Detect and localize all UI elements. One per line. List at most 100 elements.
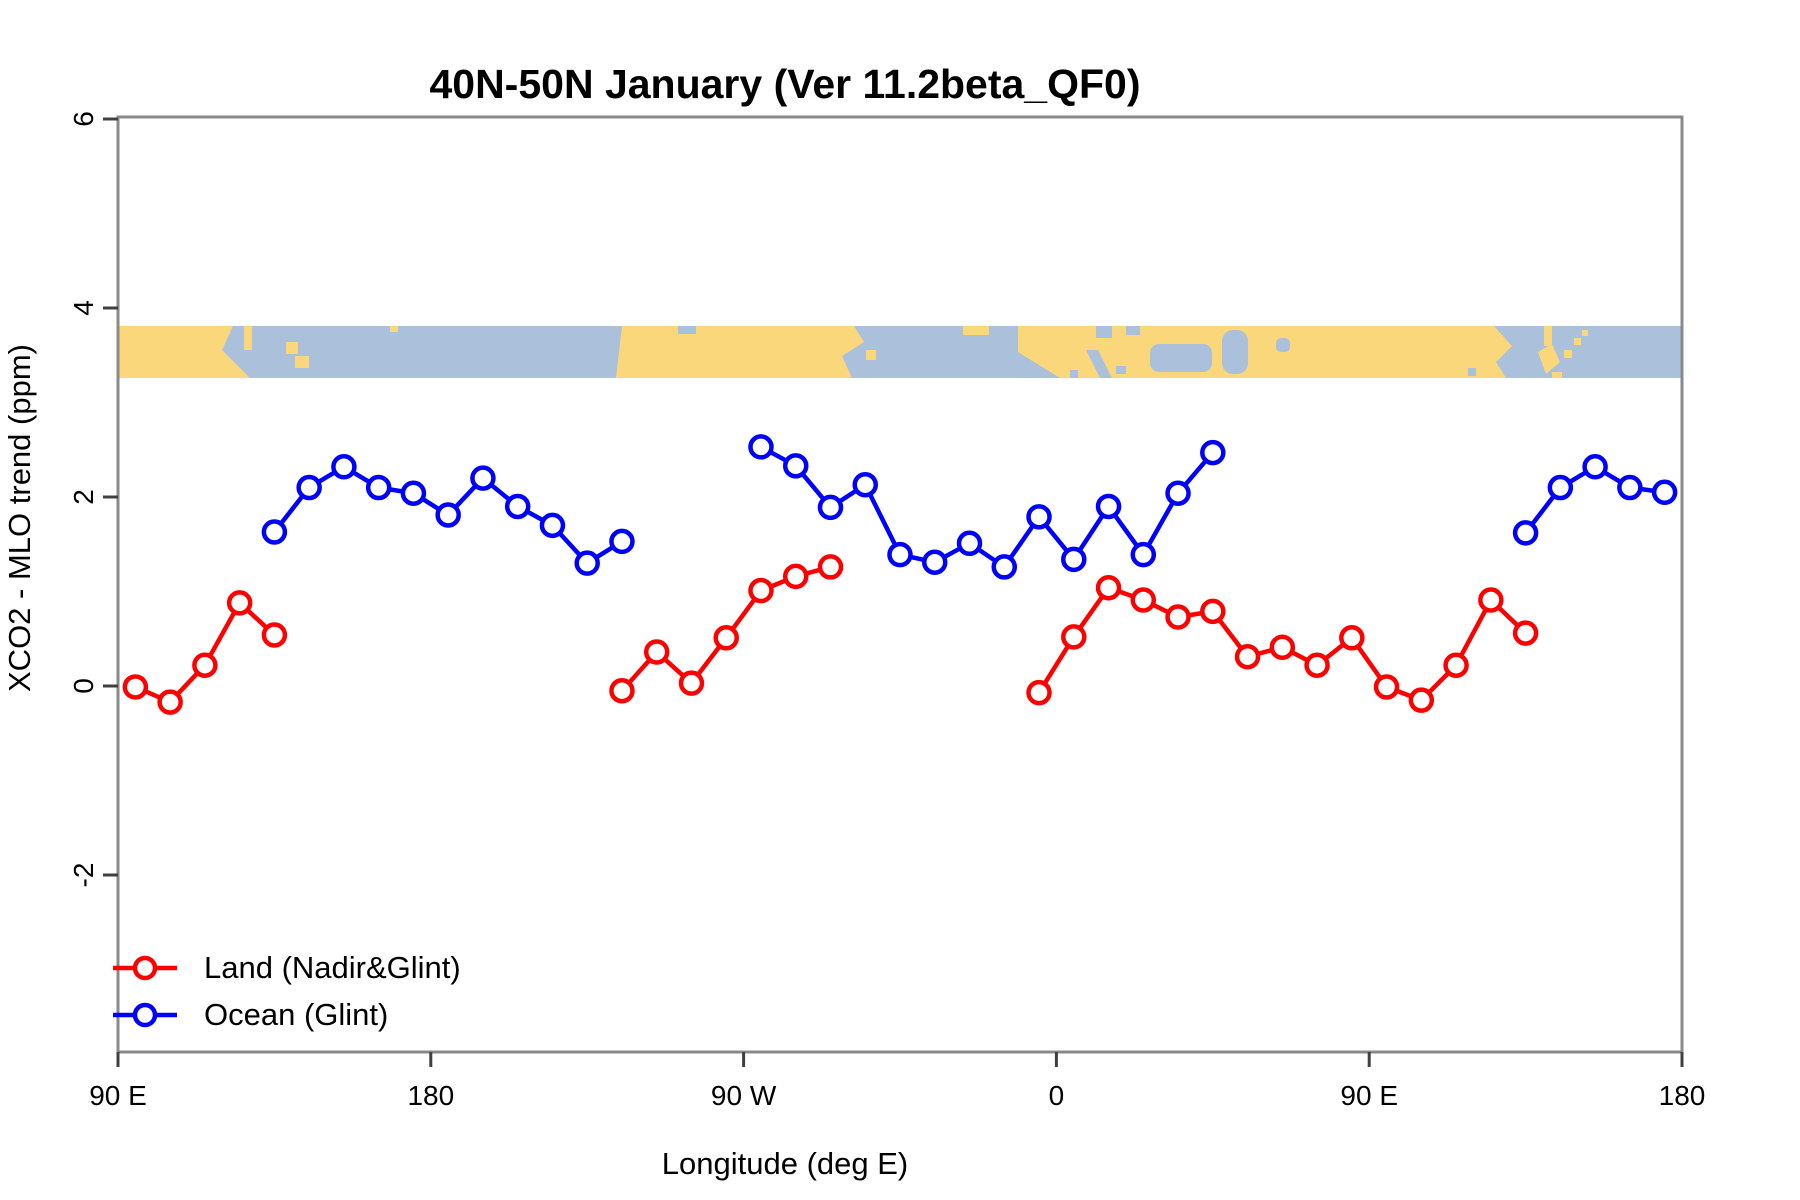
- data-point-marker: [1582, 454, 1608, 480]
- data-point-marker: [1026, 504, 1052, 530]
- x-tick-label: 90 E: [89, 1080, 147, 1111]
- data-point-marker: [470, 465, 496, 491]
- chart-title: 40N-50N January (Ver 11.2beta_QF0): [429, 61, 1141, 108]
- plot-box: [116, 115, 1684, 1054]
- legend-label-ocean: Ocean (Glint): [204, 997, 389, 1032]
- map-land-patch: [1564, 350, 1572, 358]
- data-point-marker: [1026, 679, 1052, 706]
- data-point-marker: [1165, 480, 1191, 506]
- data-point-marker: [1304, 652, 1330, 678]
- data-point-marker: [887, 541, 913, 568]
- data-point-marker: [1200, 439, 1226, 466]
- legend: Land (Nadir&Glint) Ocean (Glint): [112, 944, 461, 1038]
- data-point-marker: [678, 670, 705, 696]
- axes: 90 E 180 90 W 0 90 E 180 6 4 2 0 -2: [68, 111, 1705, 1111]
- data-point-marker: [1130, 541, 1157, 568]
- data-point-marker: [643, 639, 670, 665]
- data-point-marker: [192, 652, 218, 678]
- data-point-marker: [1200, 598, 1226, 625]
- y-tick-label: 0: [68, 678, 99, 694]
- data-point-marker: [1651, 479, 1678, 506]
- data-point-marker: [261, 622, 288, 648]
- map-land-patch: [1582, 330, 1588, 336]
- world-map-strip: [118, 325, 1682, 378]
- data-point-marker: [504, 493, 531, 520]
- map-land-patch: [1552, 372, 1562, 378]
- data-point-marker: [817, 494, 844, 521]
- data-point-marker: [1095, 493, 1122, 520]
- map-sea-patch: [1070, 370, 1078, 378]
- data-point-marker: [1061, 546, 1087, 573]
- data-point-marker: [1443, 652, 1469, 678]
- data-point-marker: [782, 563, 809, 590]
- data-point-marker: [1478, 587, 1504, 613]
- data-point-marker: [1512, 520, 1539, 546]
- legend-label-land: Land (Nadir&Glint): [204, 950, 461, 985]
- data-point-marker: [1617, 474, 1643, 501]
- data-point-marker: [1165, 604, 1191, 630]
- data-point-marker: [748, 577, 774, 604]
- map-land-patch: [1538, 344, 1560, 374]
- land-series: [122, 554, 1539, 715]
- map-land-patch: [963, 326, 989, 335]
- map-land-patch: [1574, 338, 1581, 345]
- x-tick-label: 0: [1049, 1080, 1065, 1111]
- x-tick-label: 90 E: [1340, 1080, 1398, 1111]
- map-sea-patch: [1086, 350, 1112, 378]
- x-tick-label: 180: [1659, 1080, 1706, 1111]
- map-land-patch: [118, 326, 250, 378]
- map-sea-patch: [1468, 368, 1476, 376]
- data-point-marker: [956, 530, 983, 557]
- data-point-marker: [539, 512, 566, 539]
- data-point-marker: [817, 554, 844, 580]
- legend-item-ocean: Ocean (Glint): [112, 991, 461, 1038]
- map-land-patch: [1544, 326, 1552, 346]
- data-point-marker: [1234, 643, 1261, 670]
- legend-marker-land-icon: [113, 955, 177, 980]
- data-point-marker: [157, 689, 183, 715]
- y-tick-label: 6: [68, 111, 99, 127]
- data-point-marker: [713, 625, 739, 651]
- series-line: [133, 600, 277, 705]
- data-point-marker: [609, 677, 635, 704]
- map-black-sea: [1150, 344, 1212, 372]
- data-point-marker: [365, 474, 392, 501]
- data-point-marker: [1130, 587, 1157, 613]
- data-point-marker: [1339, 625, 1365, 651]
- map-land-patch: [1018, 326, 1512, 378]
- data-point-marker: [922, 549, 948, 575]
- y-axis-label: XCO2 - MLO trend (ppm): [2, 344, 37, 692]
- data-point-marker: [1547, 474, 1574, 501]
- data-point-marker: [1269, 634, 1296, 661]
- data-point-marker: [1095, 574, 1122, 601]
- x-tick-label: 180: [407, 1080, 454, 1111]
- map-land-patch: [866, 350, 876, 360]
- data-point-marker: [1512, 620, 1539, 646]
- map-aral-sea: [1276, 338, 1290, 352]
- data-point-marker: [296, 474, 322, 501]
- x-tick-label: 90 W: [711, 1080, 777, 1111]
- map-sea-patch: [1116, 366, 1126, 374]
- data-point-marker: [1061, 624, 1087, 650]
- x-axis-label: Longitude (deg E): [661, 1146, 909, 1181]
- data-point-marker: [991, 554, 1018, 580]
- legend-marker-ocean-icon: [113, 1002, 177, 1027]
- data-point-marker: [852, 471, 878, 498]
- data-point-marker: [435, 502, 461, 528]
- map-sea-patch: [1018, 352, 1060, 378]
- ocean-series: [261, 434, 1678, 580]
- map-land-patch: [295, 356, 309, 368]
- map-land-patch: [244, 326, 252, 350]
- y-tick-label: 4: [68, 300, 99, 316]
- data-point-marker: [782, 453, 809, 479]
- map-sea-patch: [1126, 326, 1140, 335]
- map-sea-patch: [1096, 326, 1112, 338]
- map-caspian-sea: [1222, 330, 1248, 374]
- map-land-patch: [390, 326, 398, 332]
- data-point-marker: [122, 674, 149, 700]
- map-sea-patch: [678, 326, 696, 334]
- y-tick-label: 2: [68, 489, 99, 505]
- data-point-marker: [226, 590, 253, 616]
